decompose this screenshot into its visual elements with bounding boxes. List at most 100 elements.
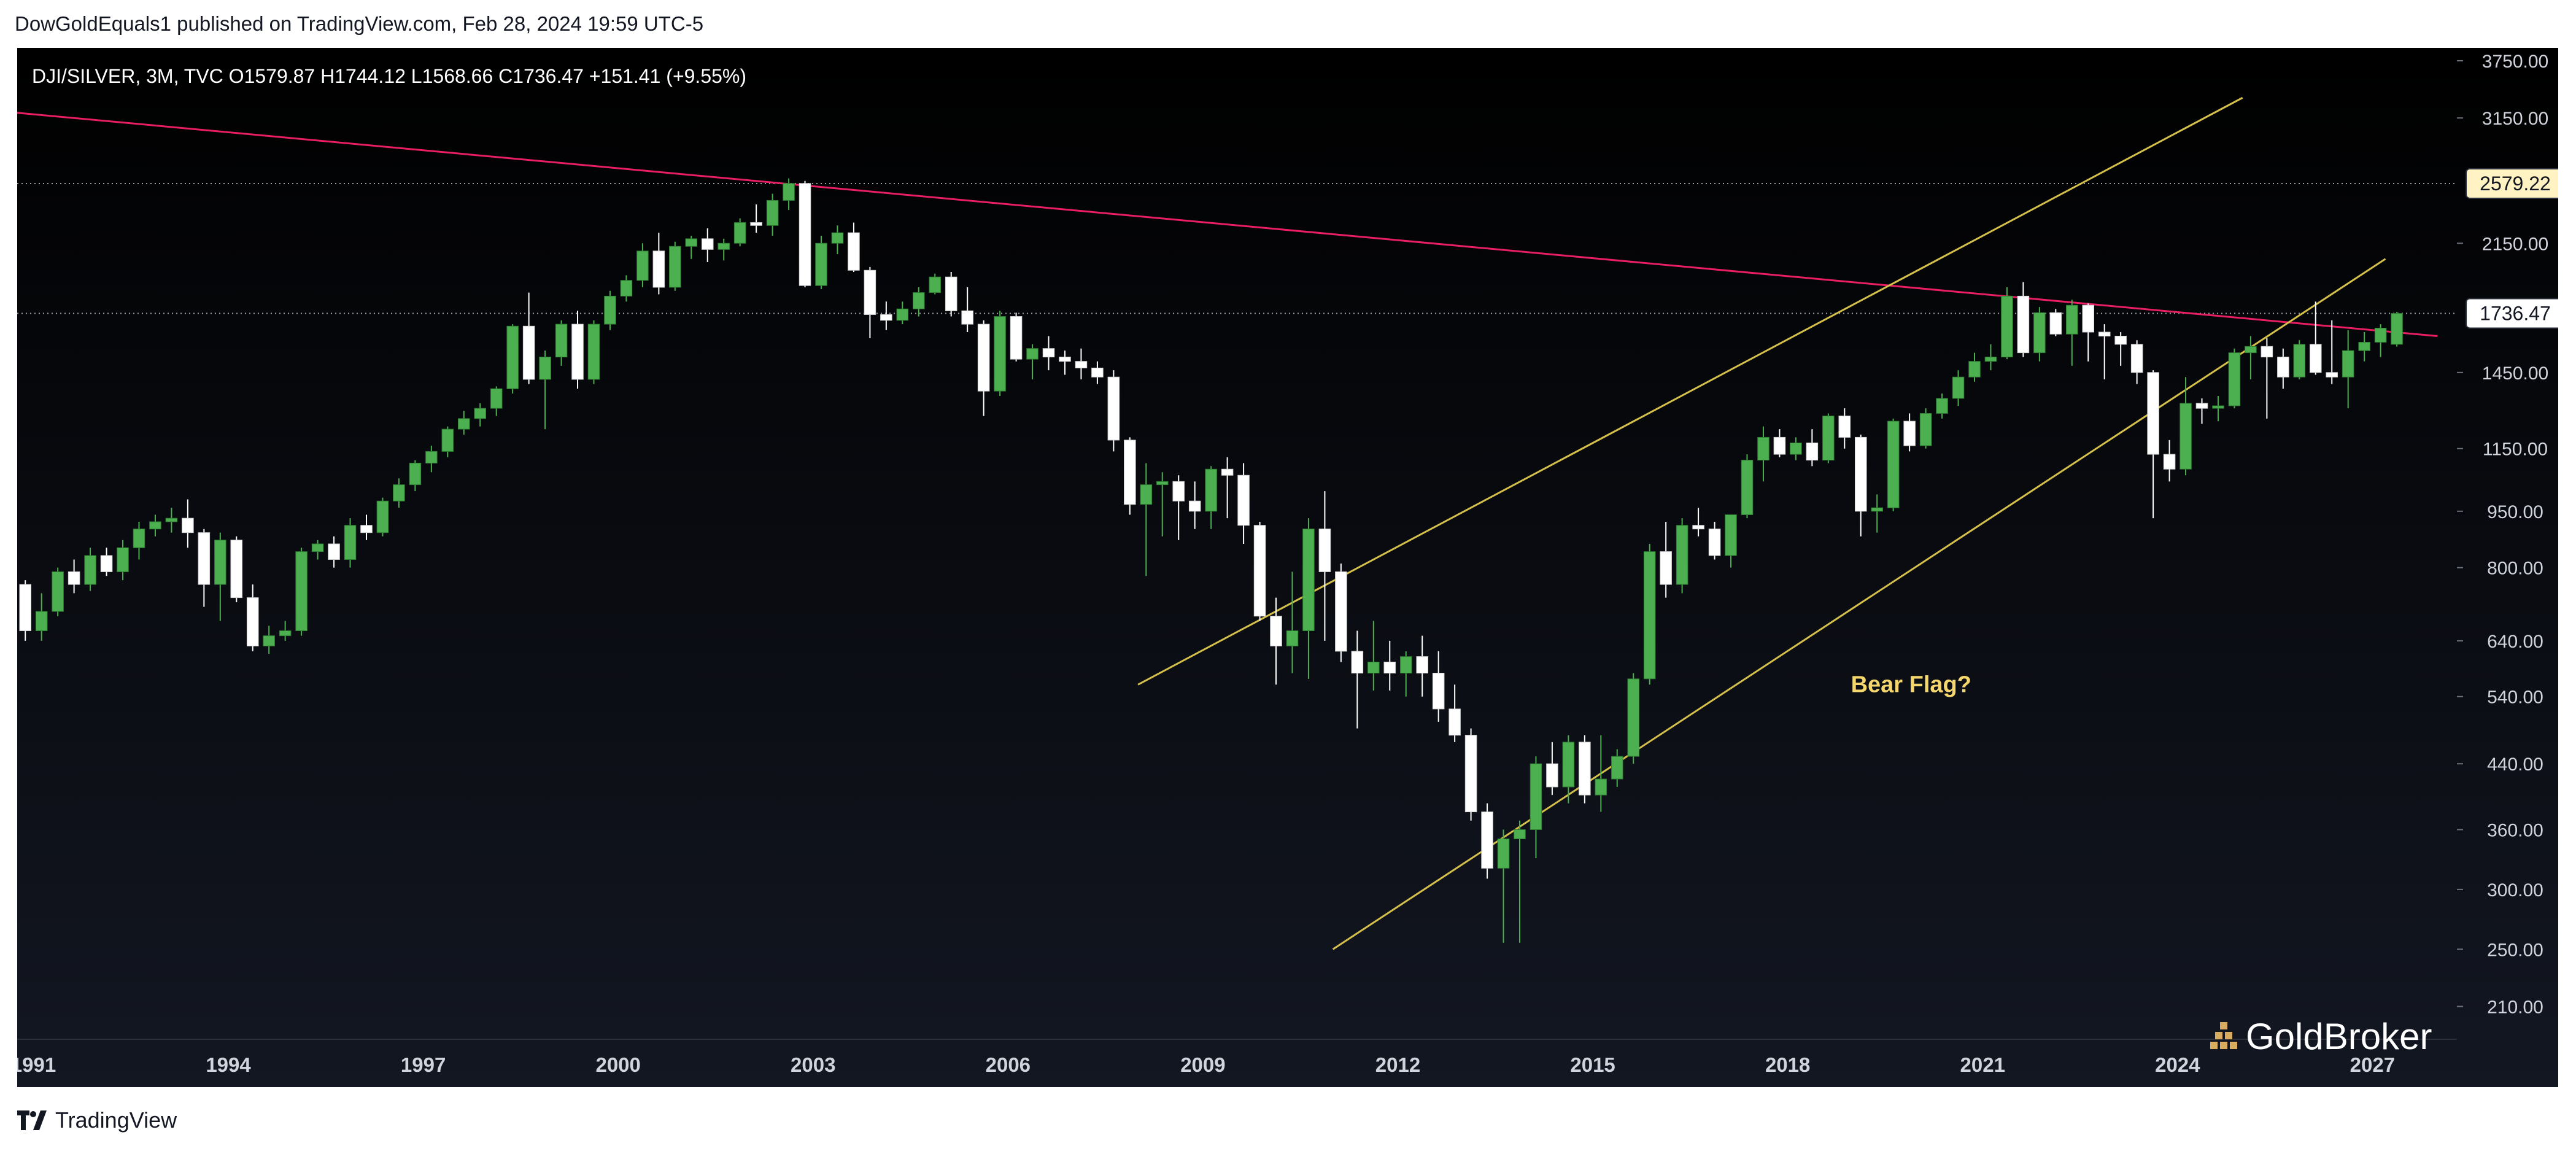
- candle-down[interactable]: [68, 559, 80, 594]
- candle-down[interactable]: [1449, 684, 1461, 742]
- candle-down[interactable]: [1124, 437, 1136, 515]
- candle-down[interactable]: [864, 266, 876, 338]
- candle-up[interactable]: [2245, 336, 2257, 379]
- candle-up[interactable]: [1887, 418, 1900, 511]
- candle-down[interactable]: [977, 320, 990, 416]
- candle-up[interactable]: [815, 235, 827, 289]
- candle-up[interactable]: [896, 301, 909, 325]
- candle-down[interactable]: [246, 584, 259, 651]
- candle-up[interactable]: [1595, 735, 1607, 812]
- candle-down[interactable]: [2261, 338, 2273, 419]
- candle-up[interactable]: [685, 235, 698, 259]
- candle-up[interactable]: [2001, 287, 2013, 360]
- candle-up[interactable]: [376, 497, 389, 537]
- candle-up[interactable]: [490, 386, 503, 416]
- candle-up[interactable]: [263, 626, 275, 654]
- candle-down[interactable]: [182, 499, 194, 548]
- candle-up[interactable]: [1205, 466, 1217, 529]
- candle-up[interactable]: [1741, 454, 1754, 519]
- candle-down[interactable]: [1854, 434, 1867, 537]
- candle-down[interactable]: [328, 536, 340, 568]
- candle-down[interactable]: [1579, 735, 1591, 804]
- candle-down[interactable]: [1172, 475, 1185, 540]
- price-marker-last[interactable]: 1736.47: [2466, 298, 2558, 329]
- candle-up[interactable]: [669, 241, 681, 291]
- candle-down[interactable]: [2277, 348, 2289, 389]
- candle-up[interactable]: [913, 287, 925, 317]
- candle-up[interactable]: [1562, 735, 1575, 804]
- candle-up[interactable]: [1952, 370, 1965, 406]
- candle-down[interactable]: [19, 580, 31, 641]
- candle-up[interactable]: [539, 351, 551, 430]
- candle-up[interactable]: [165, 508, 178, 533]
- candle-up[interactable]: [2358, 331, 2370, 362]
- candle-down[interactable]: [1773, 429, 1786, 457]
- candle-down[interactable]: [230, 536, 243, 602]
- candle-up[interactable]: [1026, 344, 1039, 379]
- candle-up[interactable]: [929, 273, 942, 295]
- candle-down[interactable]: [1692, 508, 1704, 537]
- candle-down[interactable]: [1010, 312, 1023, 362]
- candle-up[interactable]: [2391, 312, 2403, 347]
- candle-up[interactable]: [344, 518, 357, 568]
- candle-up[interactable]: [620, 275, 633, 302]
- resistance-trendline[interactable]: [17, 112, 2438, 338]
- candle-down[interactable]: [750, 204, 762, 233]
- tradingview-footer[interactable]: TradingView: [17, 1105, 177, 1136]
- candle-up[interactable]: [441, 426, 454, 457]
- chart-panel[interactable]: 3750.00 3150.00 2150.00 1450.00 1150.00 950.0…: [17, 48, 2558, 1087]
- candle-down[interactable]: [1335, 564, 1347, 662]
- candle-up[interactable]: [2374, 324, 2387, 357]
- candle-down[interactable]: [198, 529, 211, 607]
- candle-down[interactable]: [701, 228, 714, 262]
- channel-upper-line[interactable]: [1137, 96, 2243, 686]
- candle-up[interactable]: [1757, 426, 1770, 482]
- channel-lower-line[interactable]: [1332, 258, 2386, 950]
- candle-up[interactable]: [766, 193, 779, 236]
- candle-up[interactable]: [295, 548, 307, 636]
- candle-up[interactable]: [1156, 472, 1169, 537]
- price-marker-2579[interactable]: 2579.22: [2466, 168, 2558, 199]
- price-chart[interactable]: 3750.00 3150.00 2150.00 1450.00 1150.00 950.0…: [17, 48, 2558, 1087]
- candle-down[interactable]: [1059, 351, 1071, 375]
- candle-down[interactable]: [2082, 303, 2095, 362]
- candle-down[interactable]: [2049, 309, 2062, 336]
- candle-down[interactable]: [1107, 370, 1120, 452]
- candle-up[interactable]: [2180, 377, 2192, 476]
- candle-down[interactable]: [1351, 630, 1364, 729]
- candle-up[interactable]: [831, 225, 844, 254]
- candle-down[interactable]: [880, 301, 892, 330]
- candle-down[interactable]: [1221, 457, 1234, 519]
- candle-down[interactable]: [2098, 324, 2111, 379]
- candle-up[interactable]: [1367, 621, 1380, 691]
- candle-down[interactable]: [1042, 336, 1055, 371]
- candle-down[interactable]: [2114, 331, 2127, 366]
- candle-down[interactable]: [1806, 429, 1819, 467]
- candle-down[interactable]: [1416, 635, 1428, 697]
- candle-down[interactable]: [2147, 370, 2159, 519]
- candle-down[interactable]: [360, 514, 373, 540]
- candle-up[interactable]: [2066, 300, 2078, 366]
- candle-down[interactable]: [2195, 398, 2208, 424]
- candle-down[interactable]: [1481, 803, 1493, 879]
- candle-down[interactable]: [1237, 463, 1250, 544]
- candle-down[interactable]: [1708, 521, 1721, 560]
- candle-up[interactable]: [1725, 514, 1737, 568]
- candle-down[interactable]: [571, 311, 584, 389]
- candle-down[interactable]: [1432, 651, 1445, 722]
- candle-up[interactable]: [783, 178, 795, 210]
- candle-up[interactable]: [1514, 820, 1526, 943]
- candle-down[interactable]: [1546, 742, 1558, 796]
- candle-up[interactable]: [1984, 344, 1997, 371]
- candle-up[interactable]: [506, 324, 519, 394]
- candle-up[interactable]: [1919, 408, 1932, 449]
- candle-up[interactable]: [409, 460, 422, 492]
- candle-down[interactable]: [1660, 521, 1672, 598]
- candle-up[interactable]: [636, 243, 649, 288]
- candle-up[interactable]: [35, 593, 48, 641]
- candle-up[interactable]: [311, 540, 324, 560]
- candle-down[interactable]: [1903, 413, 1916, 452]
- candle-up[interactable]: [149, 514, 161, 537]
- candle-down[interactable]: [1318, 491, 1331, 641]
- candle-down[interactable]: [1075, 348, 1088, 379]
